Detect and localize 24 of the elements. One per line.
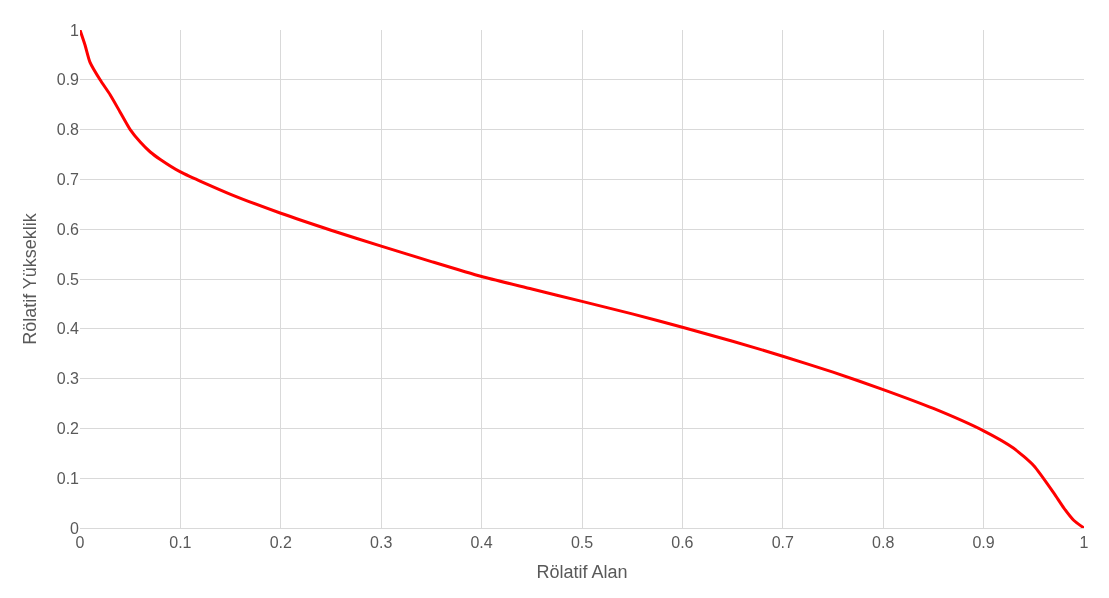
y-tick-label: 0.6 [56, 220, 80, 238]
x-tick-label: 1 [1079, 534, 1089, 552]
y-tick-label: 0.4 [56, 320, 80, 338]
x-tick-label: 0.4 [470, 534, 493, 552]
x-tick-label: 0.9 [972, 534, 995, 552]
x-tick-label: 0.1 [169, 534, 192, 552]
x-tick-label: 0.3 [370, 534, 393, 552]
x-tick-label: 0.8 [872, 534, 895, 552]
y-axis-title: Rölatif Yükseklik [19, 212, 40, 345]
x-tick-label: 0.2 [269, 534, 293, 552]
y-tick-label: 0 [70, 519, 80, 537]
x-tick-label: 0.5 [570, 534, 594, 552]
y-tick-label: 1 [70, 21, 80, 39]
x-tick-label: 0.7 [771, 534, 795, 552]
y-tick-label: 0.2 [56, 420, 80, 437]
y-tick-label: 0.7 [56, 171, 80, 188]
y-tick-label: 0.3 [56, 370, 80, 388]
line-series [80, 30, 1084, 528]
x-axis-title: Rölatif Alan [536, 562, 628, 583]
y-tick-label: 0.5 [56, 270, 80, 288]
y-tick-label: 0.9 [56, 71, 80, 89]
y-tick-label: 0.8 [56, 121, 80, 139]
y-tick-label: 0.1 [56, 469, 80, 487]
x-tick-label: 0.6 [671, 534, 694, 552]
